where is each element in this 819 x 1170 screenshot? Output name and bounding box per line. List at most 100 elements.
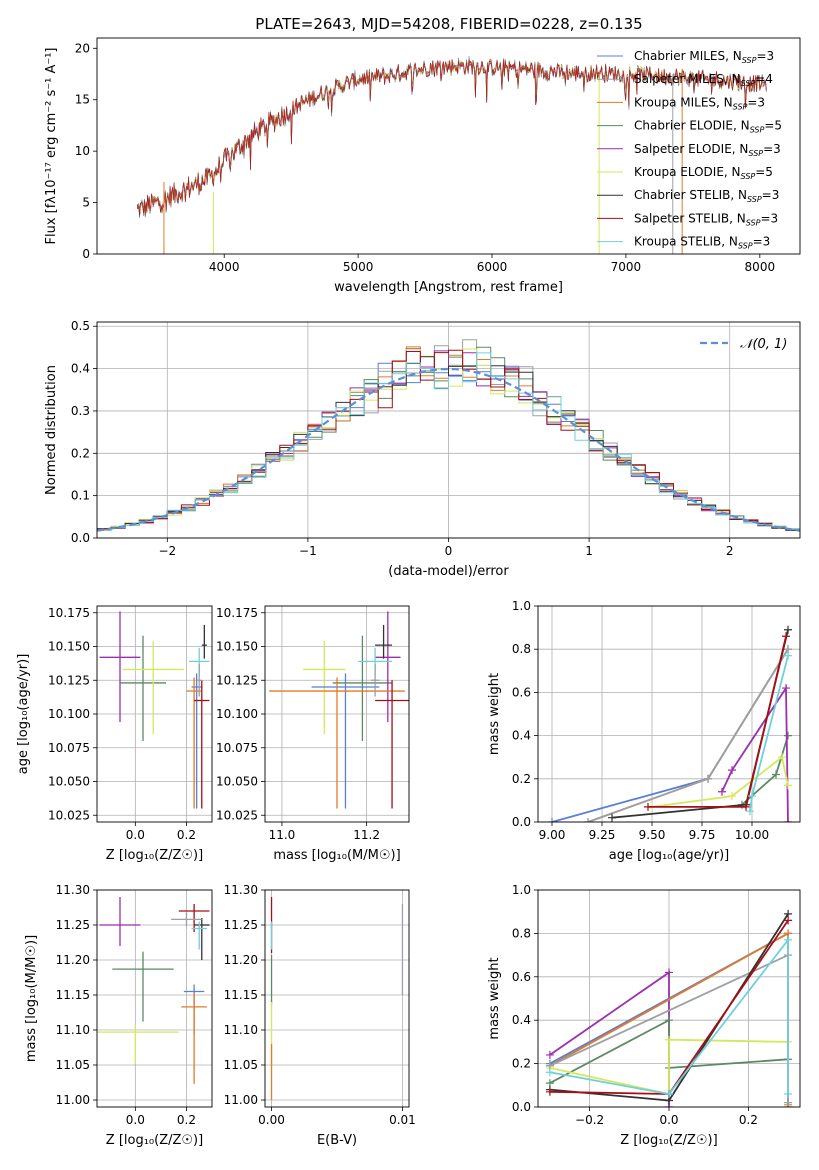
axes-frame [264,605,410,823]
y-tick-label: 11.20 [56,953,90,967]
y-tick-label: 11.25 [56,918,90,932]
errorbar-point [112,951,174,1022]
y-tick-label: 11.00 [224,1093,258,1107]
y-tick-label: 11.05 [56,1058,90,1072]
axes-frame [96,889,213,1108]
plus-marker [746,807,754,816]
y-tick-label: 0.8 [512,926,531,940]
axes-frame [96,321,801,539]
y-tick-label: 11.30 [224,883,258,897]
x-axis-label: (data-model)/error [388,564,509,579]
panel-residuals: −2 −1 0 1 2 0.0 0.1 0.2 0.3 0.4 0.5 (data-model)/er… [44,319,801,579]
plus-marker [784,651,792,660]
y-axis-label: mass weight [487,673,502,755]
gaussian-curve [97,367,800,532]
x-tick-label: 0.0 [659,1113,678,1127]
plus-marker [778,753,786,762]
legend-entry: Kroupa STELIB, NSSP=3 [634,235,770,251]
y-tick-label: 1.0 [512,883,531,897]
errorbar-point [201,624,207,659]
legend-entry: Salpeter STELIB, NSSP=3 [634,211,778,227]
x-tick-label: 9.00 [539,828,566,842]
legend-entry: Kroupa ELODIE, NSSP=5 [634,165,773,181]
y-tick-label: 11.10 [224,1023,258,1037]
y-tick-label: 0.2 [512,1057,531,1071]
weight-line-salpeter-stelib [648,635,787,808]
errorbar-point [181,992,207,1084]
axes-frame [537,605,801,823]
plus-marker [644,802,652,811]
axes-frame [96,37,801,255]
errorbar-point [191,673,202,809]
plus-marker [545,1050,554,1059]
plus-marker [584,818,592,822]
x-tick-label: 2 [726,544,734,558]
y-tick-label: 15 [75,93,90,107]
x-tick-label: −2 [158,544,176,558]
y-tick-label: 10.025 [216,808,258,822]
x-tick-label: −0.2 [575,1113,604,1127]
x-tick-label: 7000 [611,260,642,274]
plus-marker [784,781,792,790]
plus-marker [718,787,726,796]
legend-entry: Chabrier STELIB, NSSP=3 [634,188,779,204]
y-tick-label: 0.2 [512,772,531,786]
x-axis-label: Z [log₁₀(Z/Z☉)] [106,848,203,863]
y-tick-label: 11.15 [56,988,90,1002]
legend-entry: Salpeter ELODIE, NSSP=3 [634,142,781,158]
errorbar-point [186,677,202,809]
weight-line-kroupa-elodie [549,1038,789,1096]
y-tick-label: 10 [75,144,90,158]
x-tick-label: 9.25 [589,828,616,842]
errorbar-point [303,641,346,735]
plot-area [136,56,767,254]
plus-marker [728,792,736,801]
x-tick-label: 11.0 [269,828,296,842]
errorbar-point [120,635,166,741]
x-tick-label: 1 [585,544,593,558]
y-tick-label: 10.150 [216,640,258,654]
plot-area [269,611,409,809]
y-axis-label: age [log₁₀(age/yr)] [16,654,31,775]
legend-entry: Chabrier ELODIE, NSSP=5 [634,119,782,135]
x-tick-label: 5000 [343,260,374,274]
errorbar-point [171,912,202,927]
panel-spectrum: 4000 5000 6000 7000 8000 0 5 10 15 20 wavelength [… [44,37,801,295]
plus-marker [665,1035,673,1044]
errorbar-point [99,611,141,723]
plus-marker [748,792,756,801]
y-tick-label: 20 [75,41,90,55]
legend: Chabrier MILES, NSSP=3 Salpeter MILES, NS… [597,49,782,251]
y-tick-label: 10.100 [48,707,90,721]
y-tick-label: 10.025 [48,808,90,822]
y-tick-label: 11.20 [224,953,258,967]
y-tick-label: 11.15 [224,988,258,1002]
x-axis-label: mass [log₁₀(M/M☉)] [273,848,400,863]
plus-marker [784,625,792,634]
legend-entry: Kroupa MILES, NSSP=3 [634,95,765,111]
panel-mass_vs_ebv: 0.00 0.01 11.00 11.05 11.10 11.15 11.20 11.25 11… [224,883,416,1148]
y-tick-label: 0.4 [512,1013,531,1027]
y-tick-label: 10.175 [216,606,258,620]
figure-title: PLATE=2643, MJD=54208, FIBERID=0228, z=0… [255,15,642,33]
x-tick-label: 0.00 [258,1113,285,1127]
weight-line-kroupa-stelib [549,937,789,1095]
x-tick-label: 6000 [477,260,508,274]
x-tick-label: 9.50 [639,828,666,842]
x-axis-label: Z [log₁₀(Z/Z☉)] [106,1133,203,1148]
y-tick-label: 11.00 [56,1093,90,1107]
panel-age_vs_Z: 0.0 0.2 10.025 10.050 10.075 10.100 10.125 10.1… [16,605,213,863]
y-tick-label: 10.075 [216,741,258,755]
axes-frame [264,889,410,1108]
y-tick-label: 10.125 [216,673,258,687]
weight-line-salpeter-elodie [721,685,789,822]
errorbar-point [194,680,210,809]
y-tick-label: 0.6 [512,685,531,699]
y-tick-label: 10.125 [48,673,90,687]
legend-entry: 𝒩(0, 1) [740,337,787,352]
x-tick-label: 8000 [745,260,776,274]
plus-marker [548,818,556,822]
x-tick-label: 0.01 [389,1113,416,1127]
